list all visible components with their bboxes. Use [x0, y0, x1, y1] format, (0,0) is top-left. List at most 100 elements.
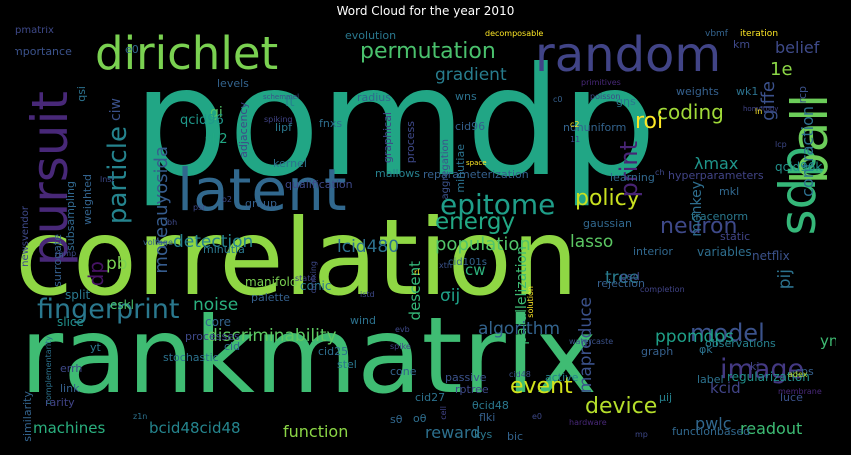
word-62: kernel [273, 157, 307, 170]
word-166: ln [755, 107, 763, 116]
word-111: yt [90, 341, 101, 354]
word-165: c2 [570, 120, 580, 129]
word-9: epitome [440, 188, 556, 221]
word-122: qsi [75, 86, 88, 102]
word-cloud: pomdp correlation rankmatrix latent dirichle… [15, 26, 836, 442]
word-153: spiking [264, 115, 293, 124]
word-87: stel [337, 358, 357, 371]
word-67: learning [610, 171, 655, 184]
word-100: kys [474, 428, 493, 441]
word-134: reparameterization [423, 168, 529, 181]
word-152: schemmel [263, 93, 300, 101]
word-65: qualification [285, 178, 353, 191]
word-69: eskl [110, 298, 134, 312]
word-97: ki [750, 360, 760, 373]
word-133: process [404, 121, 417, 164]
word-13: model [690, 319, 765, 347]
word-125: radius [357, 91, 392, 104]
word-150: poisson [590, 92, 621, 101]
word-154: space [466, 159, 487, 167]
word-11: permutation [360, 39, 496, 64]
word-160: completion [640, 285, 685, 294]
word-14: device [585, 394, 658, 419]
word-146: vbmf [705, 29, 728, 39]
word-71: slice [57, 315, 84, 329]
word-168: membrane [778, 387, 822, 396]
word-47: λmax [694, 154, 739, 173]
word-72: core [205, 315, 231, 329]
word-157: rl [414, 268, 420, 277]
word-162: state [295, 274, 316, 283]
word-2: rankmatrix [20, 295, 598, 417]
word-51: pb [106, 254, 128, 274]
word-175: z1n [133, 412, 148, 421]
word-109: rarity [45, 396, 75, 409]
word-99: μij [659, 391, 673, 404]
word-55: yn [820, 332, 836, 350]
word-3: latent [177, 156, 347, 224]
word-135: minutiae [454, 144, 467, 193]
word-45: contraction [798, 106, 817, 197]
word-106: sθ [390, 413, 403, 426]
word-123: e0 [125, 43, 139, 56]
word-58: ft [285, 95, 295, 110]
word-22: discriminability [207, 326, 337, 346]
word-86: cone [390, 365, 417, 378]
word-40: lasso [570, 232, 614, 252]
word-181: rpmp [55, 249, 77, 258]
word-46: monkey [689, 181, 705, 237]
word-136: gaussian [583, 217, 632, 230]
word-19: neuron [660, 214, 738, 239]
word-129: cid96 [455, 120, 486, 133]
word-80: static [720, 230, 751, 243]
word-66: mallows [375, 167, 421, 180]
word-10: fingerprint [37, 294, 180, 325]
word-171: spike [390, 342, 411, 351]
word-116: surrogate [51, 234, 64, 287]
word-63: lipf [275, 121, 292, 134]
word-53: 1e [770, 59, 793, 80]
word-167: adex [788, 370, 808, 379]
word-163: watercaste [569, 337, 614, 346]
word-28: moreauyosida [151, 146, 172, 274]
word-68: manifold [245, 275, 298, 289]
word-128: wns [455, 90, 477, 103]
word-25: gradient [435, 65, 507, 85]
word-61: qcid96k [775, 160, 823, 174]
word-105: θcid48 [472, 399, 509, 412]
word-23: lcid480 [337, 237, 400, 257]
word-159: solution [526, 286, 535, 318]
word-182: mp [635, 430, 648, 439]
word-92: observations [705, 337, 776, 350]
word-75: wind [350, 314, 377, 327]
word-124: evolution [345, 29, 397, 42]
word-81: psd [620, 270, 640, 283]
word-113: cid [224, 340, 241, 353]
word-31: noise [193, 295, 239, 315]
word-96: cps [795, 365, 814, 378]
word-73: conic [300, 279, 332, 293]
word-43: belief [775, 38, 820, 57]
word-169: hardware [569, 418, 607, 427]
word-44: giffe [758, 81, 779, 121]
word-183: ch [655, 168, 665, 177]
word-50: cw [465, 261, 486, 279]
word-131: graphical [381, 112, 394, 164]
word-102: flki [479, 411, 496, 424]
word-95: luce [780, 391, 803, 404]
word-120: weighted [81, 174, 94, 225]
word-91: regularization [727, 370, 810, 384]
word-4: dirichlet [95, 27, 279, 80]
word-155: voltage [143, 238, 173, 247]
word-0: pomdp [133, 36, 657, 210]
word-144: mkl [719, 185, 740, 198]
word-121: importance [15, 45, 72, 58]
word-34: reward [425, 423, 481, 442]
word-5: random [535, 27, 722, 83]
word-138: gηs [616, 95, 636, 108]
word-93: functionbased [672, 425, 751, 438]
word-37: bcid48cid48 [149, 419, 241, 437]
word-156: cid101s [448, 257, 487, 268]
word-82: rejection [597, 277, 645, 290]
word-170: cell [439, 406, 448, 420]
